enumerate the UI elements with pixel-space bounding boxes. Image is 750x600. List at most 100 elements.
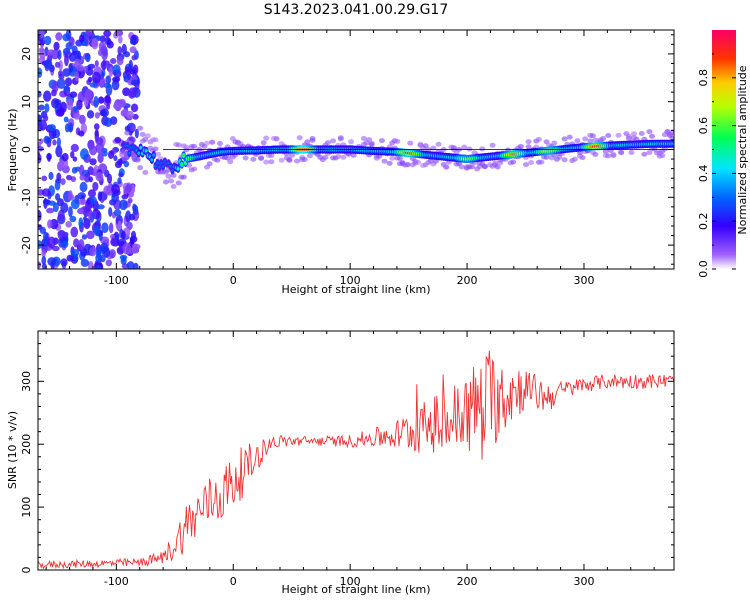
heat-cell — [87, 76, 93, 83]
heat-cell — [93, 123, 100, 131]
heat-cell — [165, 173, 172, 179]
heat-cell — [112, 64, 121, 75]
heat-cell — [63, 116, 69, 123]
heat-cell — [669, 129, 674, 135]
heat-cell — [81, 234, 88, 240]
heat-cell — [113, 102, 120, 110]
heat-cell — [631, 131, 638, 137]
heat-cell — [389, 155, 396, 161]
heat-cell — [128, 151, 131, 155]
heat-cell — [41, 175, 48, 182]
x-tick-label: 100 — [340, 274, 361, 287]
heat-cell — [47, 257, 56, 266]
heat-cell — [350, 152, 357, 158]
colorbar-axis: 0.0 0.2 0.4 0.6 0.8 — [697, 53, 736, 278]
heat-cell — [73, 253, 79, 263]
heat-cell — [38, 209, 42, 222]
heat-cell — [70, 143, 79, 153]
y-tick-label: 0 — [20, 567, 33, 574]
heat-cell — [216, 141, 223, 147]
heat-cell — [83, 65, 89, 73]
heat-cell — [70, 199, 80, 210]
heat-cell — [104, 94, 111, 104]
heat-cell — [68, 63, 73, 73]
snr-y-label: SNR (10 * v/v) — [6, 411, 19, 489]
heat-cell — [55, 109, 65, 117]
heat-cell — [46, 49, 56, 56]
heat-cell — [65, 174, 73, 181]
heat-cell — [82, 216, 87, 222]
heat-cell — [396, 155, 403, 161]
heat-cell — [93, 225, 101, 237]
heat-cell — [404, 161, 411, 167]
heat-cell — [69, 215, 77, 223]
heat-cell — [191, 166, 198, 172]
heat-cell — [268, 159, 275, 165]
heat-cell — [368, 142, 375, 148]
heat-cell — [121, 43, 127, 55]
heat-cell — [103, 30, 112, 38]
heat-cell — [76, 99, 83, 110]
heat-cell — [47, 236, 56, 249]
heat-cell — [134, 157, 141, 163]
heat-cell — [561, 157, 568, 163]
heat-cell — [60, 258, 68, 267]
heat-cell — [224, 155, 231, 161]
heat-cell — [127, 197, 133, 204]
heat-cell — [348, 139, 355, 145]
heat-cell — [60, 202, 69, 214]
heat-cell — [258, 156, 265, 162]
heat-cell — [461, 144, 468, 150]
heat-cell — [561, 136, 568, 142]
heat-cell — [381, 158, 388, 164]
x-tick-label: 0 — [230, 575, 237, 588]
heat-cell — [125, 110, 134, 120]
heat-cell — [70, 151, 75, 159]
heat-cell — [132, 203, 137, 212]
heat-cell — [116, 56, 124, 66]
heat-cell — [55, 145, 63, 158]
heat-cell — [41, 263, 47, 269]
heat-cell — [117, 35, 123, 44]
heat-cell — [38, 224, 43, 230]
x-tick-label: 300 — [573, 575, 594, 588]
heat-cell — [108, 66, 114, 77]
heat-cell — [126, 144, 129, 148]
heat-cell — [113, 209, 122, 217]
heat-cell — [100, 60, 108, 70]
heat-cell — [175, 142, 182, 148]
heat-cell — [125, 184, 133, 193]
heat-cell — [51, 98, 60, 109]
heat-cell — [206, 161, 213, 167]
heat-cell — [38, 153, 42, 164]
heat-cell — [79, 34, 85, 43]
heat-cell — [649, 133, 656, 139]
heat-cell — [65, 30, 72, 40]
heat-cell — [155, 151, 162, 157]
heat-cell — [48, 124, 56, 132]
colorbar-tick-label: 0.8 — [697, 69, 710, 87]
heat-cell — [288, 152, 295, 158]
heat-cell — [124, 130, 131, 136]
heat-cell — [62, 47, 71, 56]
heat-cell — [466, 146, 473, 152]
heat-cell — [100, 242, 109, 253]
heat-cell — [103, 117, 113, 128]
heat-cell — [278, 157, 285, 163]
heat-cell — [95, 264, 102, 269]
heat-cell — [450, 145, 457, 151]
heat-cell — [263, 159, 270, 165]
heat-cell — [92, 71, 101, 84]
heat-cell — [86, 230, 95, 240]
heat-cell — [128, 59, 133, 72]
heat-cell — [600, 136, 607, 142]
heat-cell — [628, 149, 635, 155]
heat-cell — [108, 181, 113, 193]
heat-cell — [78, 217, 84, 229]
heat-cell — [479, 146, 486, 152]
heat-cell — [65, 221, 72, 228]
heat-cell — [152, 137, 159, 143]
heat-cell — [79, 174, 86, 181]
heat-cell — [116, 246, 125, 255]
heat-cell — [528, 159, 535, 165]
